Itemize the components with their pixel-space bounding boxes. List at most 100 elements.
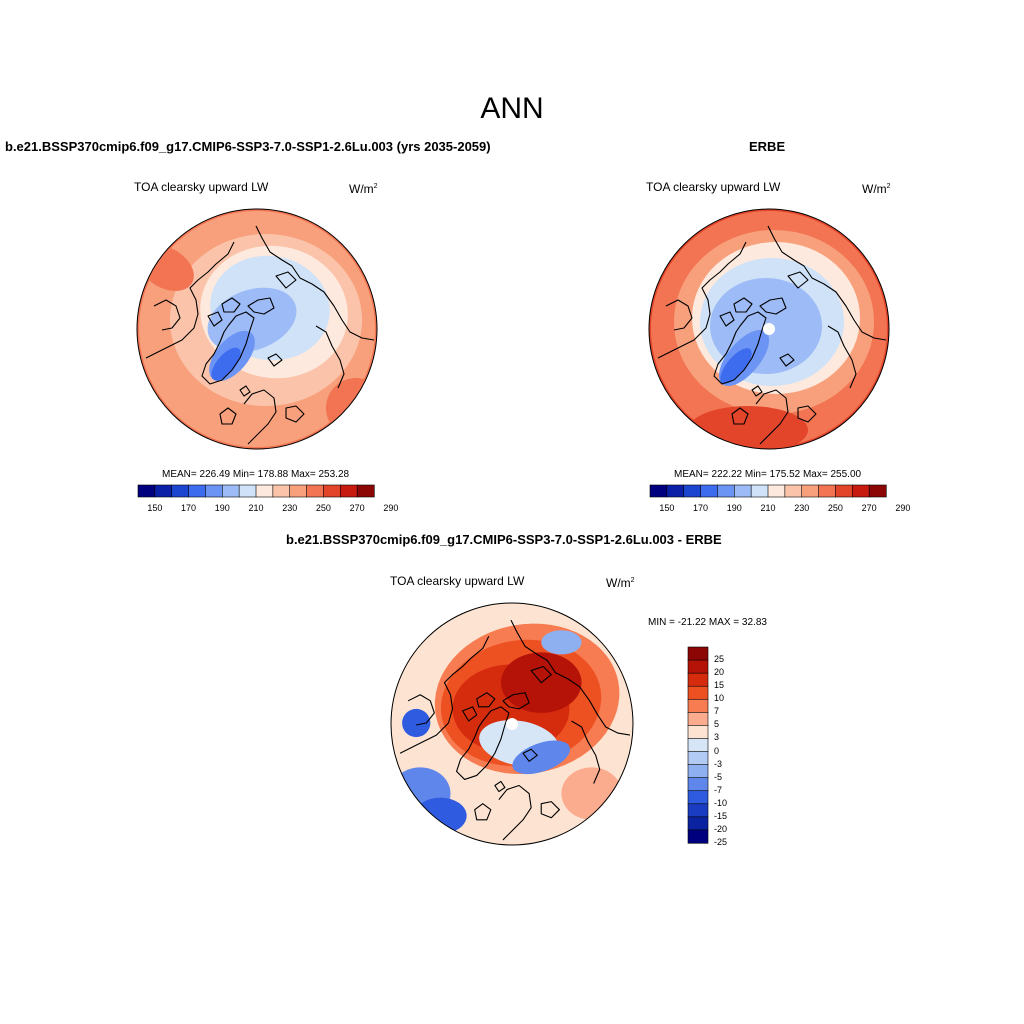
panel1-title: b.e21.BSSP370cmip6.f09_g17.CMIP6-SSP3-7.… [5, 139, 491, 154]
colorbar-box [687, 659, 709, 674]
colorbar-box [687, 738, 709, 753]
coastline [502, 692, 530, 710]
field-region [561, 767, 622, 820]
coastline [530, 665, 552, 684]
panel2-units: W/m2 [862, 182, 891, 196]
coastline [755, 389, 789, 445]
colorbar-tick-label: 190 [214, 503, 230, 513]
coastline [285, 405, 305, 423]
panel2-polar-map [648, 208, 890, 450]
colorbar-box [205, 484, 223, 498]
colorbar-box [687, 685, 709, 700]
colorbar-box [687, 646, 709, 661]
panel1-variable-label: TOA clearsky upward LW [134, 180, 269, 194]
coastline [315, 325, 345, 389]
coastline [498, 784, 532, 841]
coastline [476, 692, 496, 708]
colorbar-box [733, 484, 752, 498]
colorbar-tick-label: 10 [714, 693, 725, 704]
map-border [136, 208, 378, 450]
colorbar-box [687, 803, 709, 818]
colorbar-box [238, 484, 257, 498]
colorbar-box [801, 484, 820, 498]
colorbar-box [171, 484, 190, 498]
field-region [512, 740, 571, 775]
coastline [767, 225, 887, 341]
colorbar-tick-label: -20 [714, 823, 728, 834]
colorbar-tick-label: 20 [714, 667, 725, 678]
coastline [665, 299, 693, 331]
colorbar-tick-label: 290 [383, 503, 399, 513]
colorbar-tick-label: -10 [714, 797, 728, 808]
colorbar-box [818, 484, 837, 498]
colorbar-tick-label: -7 [714, 784, 723, 795]
colorbar-box [272, 484, 291, 498]
colorbar-tick-label: 7 [714, 706, 720, 717]
colorbar-box [221, 484, 240, 498]
coastline [145, 241, 235, 359]
coastline [494, 780, 506, 793]
colorbar-tick-label: 170 [181, 503, 197, 513]
coastline [719, 311, 735, 327]
panel1-colorbar [137, 484, 375, 498]
colorbar-box [687, 751, 709, 766]
coastline [219, 407, 237, 425]
colorbar-box [683, 484, 702, 498]
coastline [267, 353, 283, 367]
panel2-colorbar [649, 484, 887, 498]
colorbar-box [687, 764, 709, 779]
coastline [510, 619, 631, 736]
coastline [787, 271, 809, 289]
colorbar-box [687, 712, 709, 727]
panel2-title: ERBE [749, 139, 786, 154]
colorbar-box [700, 484, 719, 498]
colorbar-tick-label: -15 [714, 810, 728, 821]
coastline [247, 297, 275, 315]
colorbar-tick-label: -25 [714, 837, 728, 847]
colorbar-box [868, 484, 887, 498]
panel3-colorbar [687, 646, 709, 844]
colorbar-box [835, 484, 853, 498]
field-region [326, 378, 377, 438]
colorbar-tick-label: 290 [895, 503, 911, 513]
coastline [713, 311, 767, 385]
colorbar-tick-label: -5 [714, 771, 723, 782]
colorbar-box [356, 484, 375, 498]
coastline [239, 385, 251, 397]
coastline [201, 311, 255, 385]
colorbar-box [339, 484, 358, 498]
colorbar-box [289, 484, 308, 498]
colorbar-tick-label: 270 [349, 503, 365, 513]
coastline [657, 241, 747, 359]
coastline [275, 271, 297, 289]
colorbar-tick-label: 210 [248, 503, 264, 513]
panel3-polar-map [390, 602, 634, 846]
coastline [797, 405, 817, 423]
colorbar-tick-label: -3 [714, 758, 723, 769]
panel3-variable-label: TOA clearsky upward LW [390, 574, 525, 588]
coastline [751, 385, 763, 397]
colorbar-box [784, 484, 803, 498]
colorbar-tick-label: 270 [861, 503, 877, 513]
colorbar-tick-label: 250 [315, 503, 331, 513]
colorbar-tick-label: 150 [147, 503, 163, 513]
colorbar-tick-label: 3 [714, 732, 720, 743]
colorbar-tick-label: 190 [726, 503, 742, 513]
coastline [462, 706, 478, 722]
field-region [414, 797, 467, 834]
field-region [207, 287, 297, 353]
map-border [648, 208, 890, 450]
field-region [211, 347, 241, 381]
main-title: ANN [480, 92, 544, 125]
colorbar-tick-label: 0 [714, 745, 720, 756]
panel2-stats: MEAN= 222.22 Min= 175.52 Max= 255.00 [674, 469, 862, 480]
coastline [540, 801, 560, 819]
pole-hole [505, 717, 519, 731]
coastline [153, 299, 181, 331]
colorbar-box [306, 484, 325, 498]
panel1-polar-map [136, 208, 378, 450]
colorbar-box [687, 725, 709, 740]
coastline [474, 803, 492, 821]
panel1-units: W/m2 [349, 182, 378, 196]
colorbar-box [687, 790, 709, 805]
